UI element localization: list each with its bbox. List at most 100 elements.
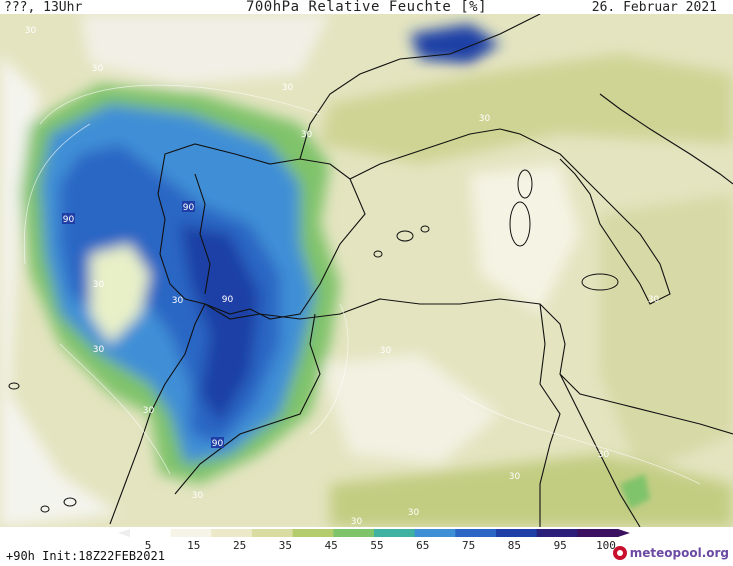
contour-label-text: 30 xyxy=(479,114,491,124)
moist-spot-libya xyxy=(620,474,650,509)
island-ibiza xyxy=(373,250,383,258)
contour-label-text: 30 xyxy=(143,406,155,416)
contour-label: 30 xyxy=(25,26,37,36)
forecast-date: 26. Februar 2021 xyxy=(591,0,717,15)
legend-min-arrow xyxy=(118,529,130,537)
legend-max-arrow xyxy=(618,529,630,537)
legend-color-swatch xyxy=(292,529,334,537)
contour-label-text: 30 xyxy=(92,64,104,74)
coastline-north-africa xyxy=(204,298,733,435)
contour-label-text: 30 xyxy=(408,508,420,518)
contour-label: 30 xyxy=(172,296,184,306)
contour-label: 30 xyxy=(479,114,491,124)
contour-label-text: 30 xyxy=(93,280,105,290)
dry-hole-atlantic xyxy=(90,244,150,344)
contour-label-text: 90 xyxy=(183,203,195,213)
contour-label: 30 xyxy=(282,83,294,93)
border-algeria-libya xyxy=(559,373,641,527)
contour-label: 30 xyxy=(408,508,420,518)
contour-label: 90 xyxy=(62,213,75,225)
legend-color-swatch xyxy=(374,529,416,537)
contour-label-text: 30 xyxy=(192,491,204,501)
moist-band-south xyxy=(330,454,733,527)
legend-tick-label: 75 xyxy=(462,539,475,551)
dry-area-south xyxy=(320,354,500,464)
contour-label-text: 30 xyxy=(598,450,610,460)
humid-core-max xyxy=(180,224,260,424)
contour-label: 30 xyxy=(301,130,313,140)
contour-label-text: 90 xyxy=(222,295,234,305)
map-title: 700hPa Relative Feuchte [%] xyxy=(245,0,488,15)
legend-color-swatch xyxy=(170,529,212,537)
contour-label-text: 30 xyxy=(509,472,521,482)
contour-label-text: 30 xyxy=(25,26,37,36)
dry-area-west xyxy=(0,54,120,527)
legend-tick-label: 25 xyxy=(233,539,246,551)
contour-label-text: 30 xyxy=(172,296,184,306)
island-madeira xyxy=(8,382,20,390)
contour-labels: 30 30 30 30 90 90 90 30 30 30 30 30 30 30 30 30 30 30 90 30 xyxy=(25,26,660,527)
contour-label-text: 90 xyxy=(212,439,224,449)
brand-logo[interactable]: meteopool.org xyxy=(612,546,729,560)
island-canary-2 xyxy=(40,505,50,513)
color-scale: 5 15 25 35 45 55 65 75 85 95 100 xyxy=(118,529,630,551)
legend: 5 15 25 35 45 55 65 75 85 95 100 xyxy=(0,527,733,566)
forecast-time-label: ???, 13Uhr xyxy=(4,0,83,15)
coastline-adriatic xyxy=(599,93,733,185)
humid-core-north xyxy=(410,24,500,64)
legend-tick-label: 35 xyxy=(279,539,292,551)
island-sicily xyxy=(581,273,619,291)
legend-color-swatch xyxy=(333,529,375,537)
contour-label: 30 xyxy=(648,295,660,305)
legend-tick-label: 100 xyxy=(596,539,616,551)
legend-tick-label: 5 xyxy=(145,539,152,551)
island-corsica xyxy=(517,169,533,199)
island-mallorca xyxy=(396,230,414,242)
coastline-italy xyxy=(539,143,671,305)
dry-area-center xyxy=(470,164,580,314)
contour-label-text: 90 xyxy=(63,215,75,225)
contour-label-text: 30 xyxy=(351,517,363,527)
legend-tick-label: 55 xyxy=(370,539,383,551)
legend-color-swatch xyxy=(414,529,456,537)
coastline-france-south xyxy=(349,128,541,180)
contour-label: 30 xyxy=(598,450,610,460)
contour-label: 30 xyxy=(509,472,521,482)
legend-color-swatch xyxy=(455,529,497,537)
contour-label: 30 xyxy=(92,64,104,74)
contour-label: 30 xyxy=(380,346,392,356)
contour-label: 30 xyxy=(143,406,155,416)
contour-label: 90 xyxy=(211,437,224,449)
legend-tick-label: 65 xyxy=(416,539,429,551)
coastline-morocco-atlantic xyxy=(109,303,206,525)
legend-color-swatch xyxy=(211,529,253,537)
coastline-france xyxy=(299,14,541,160)
legend-color-swatch xyxy=(536,529,578,537)
humidity-map: 30 30 30 30 90 90 90 30 30 30 30 30 30 30 30 30 30 30 90 30 xyxy=(0,14,733,527)
legend-color-swatch xyxy=(577,529,619,537)
contour-label: 30 xyxy=(93,280,105,290)
contour-label: 30 xyxy=(351,517,363,527)
contour-label-text: 30 xyxy=(282,83,294,93)
legend-tick-label: 15 xyxy=(187,539,200,551)
legend-tick-label: 95 xyxy=(554,539,567,551)
brand-text: meteopool.org xyxy=(629,546,729,560)
coastline-iberia xyxy=(157,143,366,320)
contour-label: 90 xyxy=(182,201,195,213)
island-sardinia xyxy=(509,201,531,247)
dry-area-northwest xyxy=(80,14,330,84)
contour-label-text: 30 xyxy=(380,346,392,356)
contour-label-text: 30 xyxy=(301,130,313,140)
contour-label: 30 xyxy=(192,491,204,501)
moist-band-north xyxy=(320,54,733,164)
legend-color-swatch xyxy=(252,529,294,537)
init-label: +90h Init:18Z22FEB2021 xyxy=(6,549,165,563)
border-algeria-tunisia xyxy=(539,303,561,527)
contour-label: 90 xyxy=(221,293,234,305)
legend-tick-label: 45 xyxy=(325,539,338,551)
island-canary-1 xyxy=(63,497,77,507)
meteopool-icon xyxy=(612,546,627,560)
border-morocco-algeria xyxy=(174,313,321,495)
island-menorca xyxy=(420,225,430,233)
contour-lines xyxy=(23,84,701,485)
